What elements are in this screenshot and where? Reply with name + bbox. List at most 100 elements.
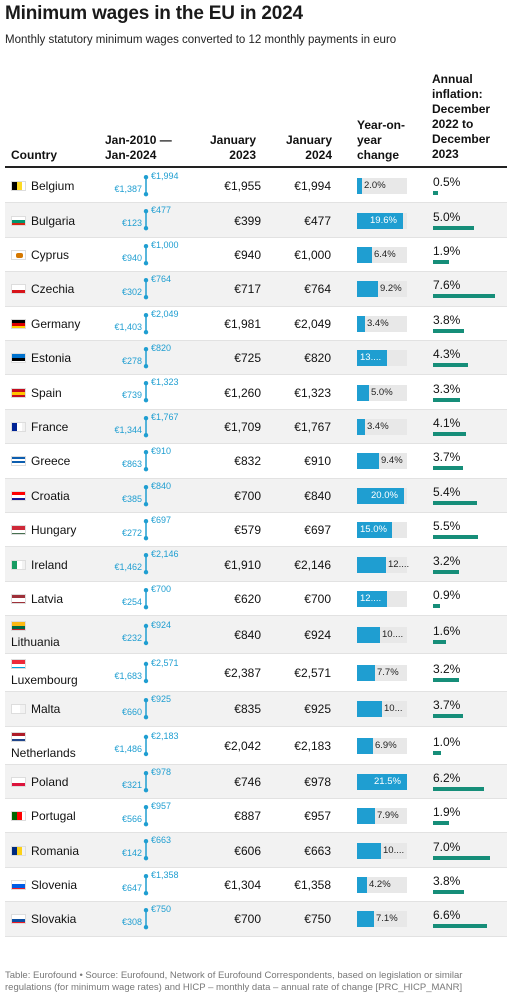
value-jan2023: €399 [234, 213, 261, 228]
range-min-label: €278 [122, 356, 142, 366]
flag-emblem [16, 252, 23, 258]
inflation-label: 4.1% [433, 415, 461, 430]
value-jan2024: €2,183 [294, 738, 331, 753]
range-min-dot [143, 715, 149, 720]
value-jan2023: €700 [234, 488, 261, 503]
range-max-label: €697 [151, 515, 171, 525]
inflation-label: 4.3% [433, 347, 461, 362]
range-max-dot [143, 278, 149, 283]
flag-stripe [12, 887, 25, 889]
value-jan2023: €887 [234, 809, 261, 824]
country-name: Belgium [31, 179, 75, 194]
range-min-label: €863 [122, 459, 142, 469]
range-min-dot [143, 856, 149, 861]
table-row: Cyprus €1,000 €940 €940 €1,000 6.4% 1.9% [5, 238, 507, 273]
table-row: Greece €910 €863 €832 €910 9.4% 3.7% [5, 444, 507, 479]
yoy-bar-label: 9.2% [380, 283, 402, 295]
yoy-bar-fill [357, 590, 387, 607]
range-min-dot [143, 678, 149, 684]
flag-stripe [17, 422, 22, 431]
range-min-dot [143, 640, 149, 646]
flag-stripe [12, 777, 25, 783]
row-divider [5, 305, 507, 307]
yoy-bar-track: 2.0% [357, 178, 407, 195]
range-max-dot [143, 661, 149, 667]
range-sparkline: €957 €566 [122, 801, 171, 827]
flag-stripe [12, 884, 25, 888]
inflation-label: 1.9% [433, 243, 461, 258]
flag-stripe [12, 598, 25, 602]
flag-stripe [12, 812, 17, 821]
country-name: Greece [31, 454, 71, 469]
country-name: Romania [31, 843, 80, 858]
table-row: Estonia €820 €278 €725 €820 13.... 4.3% [5, 341, 507, 376]
row-divider [5, 477, 507, 479]
range-max-dot [143, 805, 149, 810]
flag-stripe [12, 354, 25, 358]
range-max-label: €764 [151, 274, 171, 284]
yoy-bar-label: 10... [384, 703, 403, 715]
flag-stripe [12, 594, 25, 599]
inflation-bar [433, 924, 487, 929]
header-inflation: Annual inflation: December 2022 to Decem… [432, 72, 491, 161]
flag-stripe [12, 880, 25, 885]
range-sparkline: €910 €863 [122, 446, 171, 472]
value-jan2023: €700 [234, 912, 261, 927]
range-min-dot [143, 329, 149, 334]
yoy-bar-track: 12.... [357, 556, 410, 573]
inflation-label: 3.8% [433, 873, 461, 888]
yoy-bar-label: 12.... [360, 592, 382, 604]
range-max-label: €840 [151, 481, 171, 491]
row-divider [5, 271, 507, 273]
flag-stripe [12, 395, 25, 397]
yoy-bar-label: 2.0% [364, 180, 386, 192]
value-jan2024: €2,571 [294, 666, 331, 681]
table-row: Ireland €2,146 €1,462 €1,910 €2,146 12.... 3.2… [5, 547, 507, 582]
flag-icon [11, 421, 26, 432]
flag-stripe [12, 922, 25, 924]
range-max-label: €750 [151, 904, 171, 914]
value-jan2024: €1,767 [294, 419, 331, 434]
value-jan2023: €746 [234, 774, 261, 789]
value-jan2024: €477 [304, 213, 331, 228]
range-min-label: €1,344 [114, 425, 142, 435]
yoy-bar-label: 21.5% [374, 775, 401, 787]
table-row: Bulgaria €477 €123 €399 €477 19.6% 5.0% [5, 203, 507, 238]
country-name: Czechia [31, 282, 75, 297]
inflation-bar [433, 431, 466, 436]
value-jan2024: €925 [304, 702, 331, 717]
yoy-bar-label: 12.... [388, 558, 410, 570]
table-row: Malta €925 €660 €835 €925 10... 3.7% [5, 692, 507, 727]
yoy-bar-fill [357, 627, 380, 644]
range-max-label: €700 [151, 584, 171, 594]
flag-stripe [12, 666, 25, 669]
yoy-bar-fill [357, 556, 386, 573]
country-name: Croatia [31, 488, 70, 503]
value-jan2024: €1,358 [294, 877, 331, 892]
table-row: Spain €1,323 €739 €1,260 €1,323 5.0% 3.3% [5, 375, 507, 410]
range-max-label: €978 [151, 767, 171, 777]
flag-stripe [12, 560, 17, 569]
value-jan2024: €1,323 [294, 385, 331, 400]
flag-stripe [12, 622, 25, 626]
country-name: Hungary [31, 523, 77, 538]
yoy-bar-fill [357, 350, 387, 367]
flag-stripe [12, 465, 25, 466]
range-min-dot [143, 570, 149, 575]
range-sparkline: €700 €254 [122, 584, 171, 610]
range-min-label: €308 [122, 917, 142, 927]
range-min-dot [143, 260, 149, 266]
yoy-bar-fill [357, 737, 373, 754]
yoy-bar-track: 6.9% [357, 737, 407, 754]
flag-stripe [12, 463, 25, 466]
row-divider [5, 408, 507, 410]
flag-icon [11, 845, 26, 856]
row-divider [5, 374, 507, 376]
range-max-dot [143, 587, 149, 593]
value-jan2023: €1,304 [224, 877, 261, 892]
table-row: Poland €978 €321 €746 €978 21.5% 6.2% [5, 764, 507, 799]
range-sparkline: €697 €272 [122, 515, 171, 541]
range-sparkline: €2,146 €1,462 [114, 550, 179, 575]
country-name: Germany [31, 316, 81, 331]
table-row: Hungary €697 €272 €579 €697 15.0% 5.5% [5, 513, 507, 548]
